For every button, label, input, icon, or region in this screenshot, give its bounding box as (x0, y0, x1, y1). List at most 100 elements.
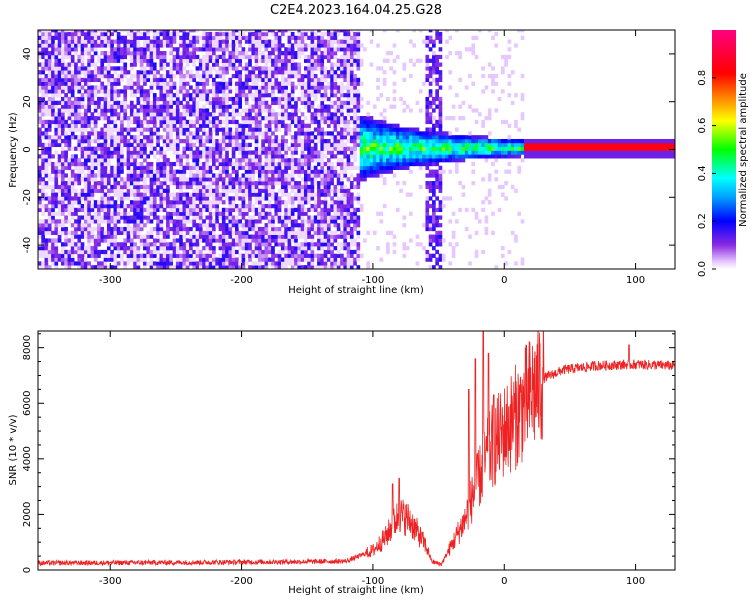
heatmap-cell (271, 158, 275, 163)
heatmap-cell (307, 188, 311, 193)
heatmap-cell (123, 138, 128, 144)
heatmap-cell (60, 181, 65, 186)
heatmap-cell (139, 142, 144, 148)
heatmap-cell (346, 77, 351, 83)
heatmap-cell (310, 30, 315, 33)
heatmap-cell (287, 123, 292, 128)
heatmap-cell (307, 93, 311, 98)
heatmap-cell (162, 196, 167, 201)
heatmap-cell (156, 184, 160, 190)
heatmap-cell (126, 127, 131, 132)
heatmap-cell (267, 51, 272, 56)
heatmap-cell (231, 51, 236, 56)
heatmap-cell (195, 70, 200, 75)
heatmap-cell (271, 119, 275, 125)
heatmap-cell (93, 181, 98, 186)
heatmap-cell (235, 47, 239, 52)
heatmap-cell (307, 146, 311, 151)
heatmap-cell (218, 89, 223, 94)
heatmap-cell (244, 169, 249, 174)
heatmap-cell (356, 39, 361, 44)
heatmap-cell (198, 261, 203, 266)
heatmap-cell (70, 238, 75, 243)
heatmap-cell (38, 43, 42, 48)
heatmap-cell (146, 261, 151, 266)
heatmap-cell (317, 230, 321, 235)
heatmap-cell (340, 211, 344, 216)
heatmap-cell (346, 242, 351, 247)
heatmap-cell (353, 165, 357, 170)
heatmap-cell (57, 93, 62, 98)
heatmap-cell (303, 138, 308, 144)
heatmap-cell (340, 165, 344, 170)
heatmap-cell (244, 131, 249, 136)
heatmap-cell (231, 116, 236, 121)
heatmap-cell (320, 192, 325, 197)
heatmap-cell (136, 154, 141, 159)
heatmap-cell (159, 215, 164, 220)
heatmap-cell (156, 127, 160, 132)
heatmap-cell (179, 58, 183, 63)
heatmap-cell (251, 73, 256, 79)
heatmap-cell (251, 203, 256, 209)
heatmap-cell (143, 70, 147, 75)
heatmap-cell (310, 173, 315, 178)
heatmap-cell (287, 184, 292, 190)
heatmap-cell (195, 215, 200, 220)
heatmap-cell (274, 35, 279, 40)
heatmap-cell (162, 73, 167, 79)
heatmap-cell (74, 188, 78, 193)
heatmap-cell (159, 200, 164, 205)
heatmap-cell (235, 131, 239, 136)
heatmap-cell (310, 54, 315, 60)
heatmap-cell (320, 165, 325, 170)
heatmap-cell (44, 230, 49, 235)
heatmap-cell (146, 123, 151, 128)
heatmap-cell (235, 93, 239, 98)
heatmap-cell (330, 146, 334, 151)
heatmap-cell (228, 127, 233, 132)
heatmap-cell (159, 51, 164, 56)
heatmap-cell (87, 238, 91, 243)
heatmap-cell (192, 173, 197, 178)
heatmap-cell (208, 234, 213, 239)
heatmap-cell (182, 184, 187, 190)
heatmap-cell (231, 207, 236, 213)
heatmap-cell (313, 93, 318, 98)
heatmap-cell (57, 211, 62, 216)
heatmap-cell (330, 43, 334, 48)
heatmap-cell (205, 150, 210, 155)
heatmap-cell (152, 77, 157, 83)
heatmap-cell (192, 131, 197, 136)
heatmap-cell (303, 70, 308, 75)
heatmap-cell (310, 81, 315, 86)
heatmap-cell (162, 31, 167, 37)
heatmap-cell (300, 203, 305, 209)
heatmap-cell (320, 181, 325, 186)
heatmap-cell (238, 242, 242, 247)
heatmap-cell (340, 188, 344, 193)
heatmap-cell (218, 158, 223, 163)
heatmap-cell (340, 200, 344, 205)
heatmap-cell (330, 89, 334, 94)
heatmap-cell (77, 127, 82, 132)
heatmap-cell (267, 150, 272, 155)
heatmap-cell (80, 154, 85, 159)
heatmap-cell (267, 112, 272, 117)
heatmap-cell (340, 161, 344, 167)
heatmap-cell (274, 85, 279, 90)
heatmap-cell (366, 261, 371, 266)
heatmap-cell (38, 249, 42, 255)
heatmap-cell (212, 173, 216, 178)
heatmap-cell (221, 39, 226, 44)
heatmap-cell (356, 100, 361, 105)
heatmap-cell (290, 43, 295, 48)
heatmap-cell (77, 253, 82, 258)
heatmap-cell (51, 62, 55, 67)
heatmap-cell (146, 35, 151, 40)
heatmap-cell (297, 226, 302, 232)
heatmap-cell (241, 246, 246, 251)
heatmap-cell (162, 238, 167, 243)
heatmap-cell (363, 47, 367, 52)
heatmap-cell (287, 30, 292, 33)
